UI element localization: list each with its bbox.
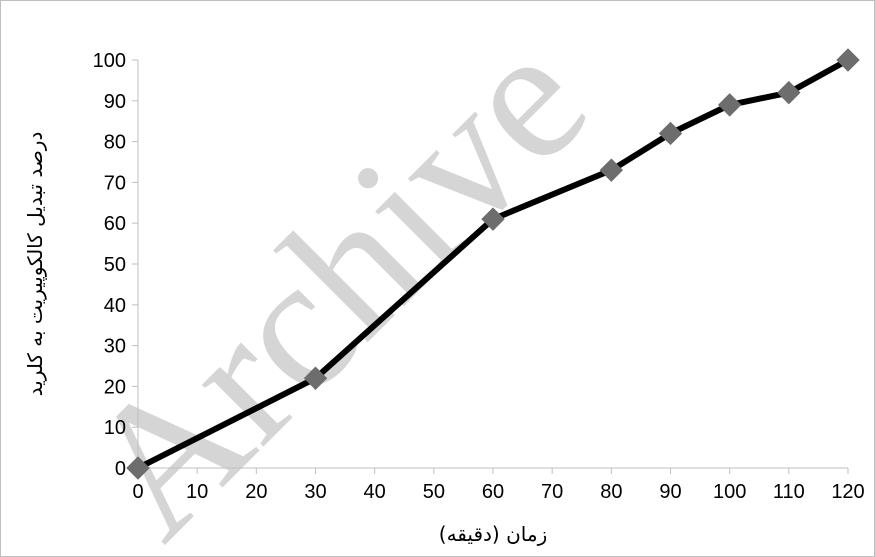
x-tick-label: 40 [364,481,386,503]
y-tick-label: 50 [104,254,126,276]
data-point-marker [599,158,624,182]
x-tick-label: 110 [773,481,805,503]
data-point-marker [658,121,683,146]
y-tick-label: 10 [104,417,126,439]
x-tick-label: 70 [541,481,563,503]
x-tick-label: 10 [186,481,208,503]
data-point-marker [481,207,505,231]
y-tick-label: 40 [104,295,126,317]
x-tick-label: 0 [132,481,143,503]
x-tick-label: 90 [659,481,681,503]
x-ticks: 0 10 20 30 40 50 60 70 80 90 100 110 120 [132,468,865,503]
y-tick-label: 60 [104,213,126,235]
data-point-marker [717,93,742,117]
y-tick-label: 0 [115,458,126,480]
x-tick-label: 120 [831,481,864,503]
data-point-marker [777,80,801,105]
y-tick-label: 20 [104,376,126,398]
x-tick-label: 50 [423,481,445,503]
y-axis-title: درصد تبدیل کالکوپیریت به کلرید [23,132,48,397]
series-line [126,48,860,480]
y-tick-label: 30 [104,336,126,358]
x-tick-label: 20 [245,481,267,503]
x-tick-label: 30 [304,481,326,503]
y-ticks: 0 10 20 30 40 50 60 70 80 90 100 [93,50,138,480]
x-axis-title: زمان (دقیقه) [439,522,547,546]
y-tick-label: 80 [104,132,126,154]
x-tick-label: 60 [482,481,504,503]
data-point-marker [836,48,860,72]
x-tick-label: 100 [713,481,746,503]
data-point-marker [126,456,150,480]
series-path [135,57,851,471]
data-point-marker [303,366,328,390]
y-tick-label: 70 [104,172,126,194]
x-tick-label: 80 [600,481,622,503]
y-tick-label: 100 [93,50,126,72]
y-tick-label: 90 [104,91,126,113]
